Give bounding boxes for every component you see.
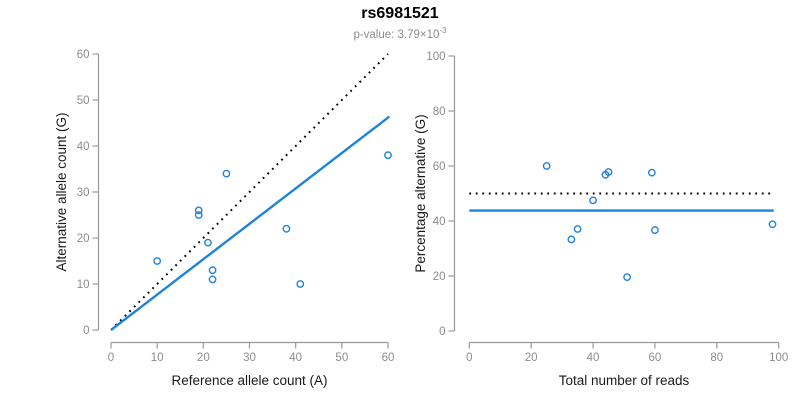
data-point [204,238,212,247]
data-point [567,235,576,244]
x-axis-title: Total number of reads [559,373,690,388]
y-axis-tick-label: 50 [77,95,90,107]
x-axis-tick-label: 30 [243,352,256,364]
y-axis-tick-label: 0 [439,326,445,338]
data-point [222,169,231,178]
x-axis-tick-label: 60 [382,352,395,364]
x-axis-tick-label: 50 [335,352,348,364]
x-axis-tick-label: 40 [587,352,600,364]
data-point [296,280,305,288]
data-point [208,275,217,284]
y-axis-tick-label: 0 [83,325,89,337]
x-axis-tick-label: 20 [525,352,538,364]
data-point [208,266,217,275]
data-point [282,224,291,233]
data-point [573,225,582,233]
data-point [589,196,597,205]
y-axis-title: Percentage alternative (G) [413,114,428,272]
y-axis-tick-label: 80 [433,106,446,118]
x-axis-tick-label: 10 [151,352,164,364]
data-point [542,162,551,170]
y-axis-tick-label: 60 [77,49,90,61]
x-axis-tick-label: 0 [108,352,114,364]
y-axis-tick-label: 100 [426,51,445,63]
data-point [768,220,777,229]
x-axis-tick-label: 80 [710,352,723,364]
y-axis-tick-label: 10 [77,279,90,291]
x-axis-title: Reference allele count (A) [171,373,327,388]
y-axis-tick-label: 20 [77,233,90,245]
panel-allele-counts: 0 10 20 30 40 50 60 0 10 20 30 40 50 60 Reference alle… [54,49,394,388]
x-axis-tick-label: 0 [466,352,472,364]
data-point [153,257,162,265]
data-point [647,168,656,177]
regression-line [110,115,391,331]
y-axis-tick-label: 60 [433,161,446,173]
y-axis-title: Alternative allele count (G) [54,112,69,271]
panel-percentage-alternative: 0 20 40 60 80 100 0 20 40 60 80 100 Total number of … [413,51,788,388]
y-axis-tick-label: 20 [433,271,446,283]
data-point [194,206,203,215]
identity-line [110,53,389,331]
data-point [623,273,631,281]
data-point [604,168,613,176]
x-axis-tick-label: 100 [769,352,788,364]
x-axis-tick-label: 40 [289,352,302,364]
data-point [384,151,392,160]
y-axis-tick-label: 30 [77,187,90,199]
x-axis-tick-label: 20 [197,352,210,364]
x-axis-tick-label: 60 [649,352,662,364]
data-point [194,211,203,219]
y-axis-tick-label: 40 [433,216,446,228]
y-axis-tick-label: 40 [77,141,90,153]
data-point [651,226,659,234]
